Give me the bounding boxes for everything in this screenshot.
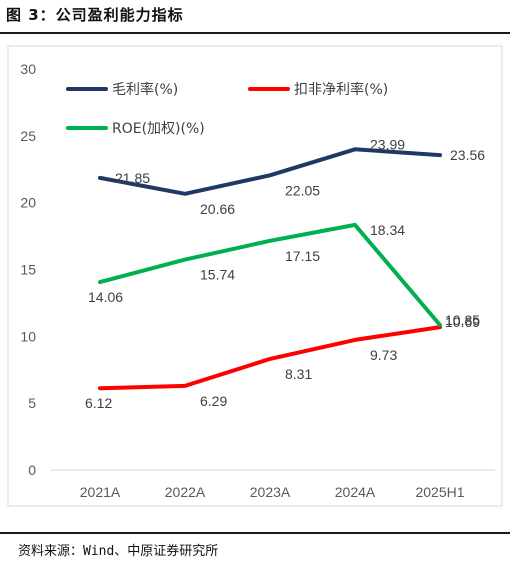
data-label: 23.56 [450, 147, 485, 163]
y-tick-label: 10 [20, 328, 36, 344]
chart-border [7, 45, 503, 507]
top-divider [0, 32, 510, 34]
data-label: 9.73 [370, 347, 397, 363]
source-note: 资料来源：Wind、中原证券研究所 [18, 544, 219, 559]
series-lines [98, 147, 442, 391]
y-tick-label: 0 [28, 462, 36, 478]
y-axis: 0 5 10 15 20 25 30 [20, 61, 36, 478]
data-label: 6.12 [85, 395, 112, 411]
x-tick-label: 2023A [250, 484, 291, 500]
legend-label: 毛利率(%) [112, 81, 178, 98]
x-axis: 2021A 2022A 2023A 2024A 2025H1 [80, 484, 465, 500]
data-label: 15.74 [200, 267, 235, 283]
bottom-divider [0, 532, 510, 534]
series-line-2 [98, 222, 442, 327]
y-tick-label: 25 [20, 128, 36, 144]
x-tick-label: 2021A [80, 484, 121, 500]
data-label: 21.85 [115, 170, 150, 186]
y-tick-label: 15 [20, 262, 36, 278]
x-tick-label: 2025H1 [415, 484, 464, 500]
x-tick-label: 2024A [335, 484, 376, 500]
data-label: 14.06 [88, 289, 123, 305]
data-labels: 21.85 20.66 22.05 23.99 23.56 6.12 6.29 8.31 9.7… [85, 136, 485, 411]
data-label: 17.15 [285, 248, 320, 264]
y-tick-label: 30 [20, 61, 36, 77]
figure-title: 图 3：公司盈利能力指标 [6, 6, 184, 24]
series-line-0 [98, 147, 442, 196]
data-label: 8.31 [285, 366, 312, 382]
data-label: 18.34 [370, 222, 405, 238]
series-line-1 [98, 325, 442, 391]
data-label: 10.85 [445, 312, 480, 328]
y-tick-label: 20 [20, 195, 36, 211]
data-label: 23.99 [370, 136, 405, 152]
legend-label: ROE(加权)(%) [112, 121, 205, 137]
data-label: 6.29 [200, 393, 227, 409]
legend-label: 扣非净利率(%) [294, 81, 388, 98]
data-label: 22.05 [285, 182, 320, 198]
data-label: 20.66 [200, 201, 235, 217]
y-tick-label: 5 [28, 395, 36, 411]
x-tick-label: 2022A [165, 484, 206, 500]
data-label: 10.69 [445, 314, 480, 330]
legend: 毛利率(%) 扣非净利率(%) ROE(加权)(%) [66, 81, 388, 137]
